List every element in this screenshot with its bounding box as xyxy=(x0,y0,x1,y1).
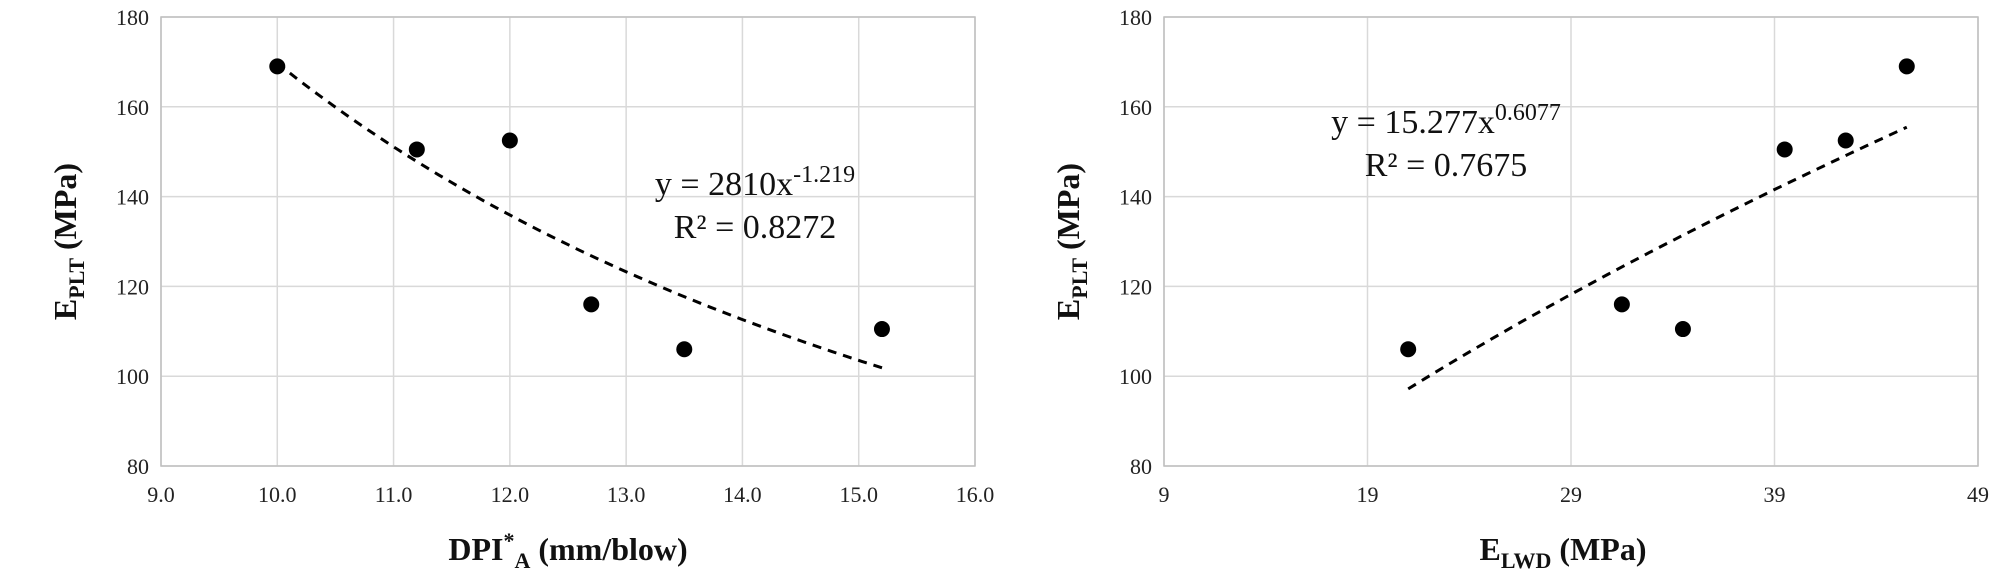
y-axis-title-main: E xyxy=(1050,299,1086,320)
y-tick-label: 100 xyxy=(116,364,149,389)
equation-base: y = 15.277x xyxy=(1331,104,1495,141)
y-tick-label: 140 xyxy=(116,185,149,210)
chart-dpi-vs-eplt: 9.0 10.0 11.0 12.0 13.0 14.0 15.0 16.0 80 100 120 1… xyxy=(47,5,994,571)
x-axis-title-rest: (mm/blow) xyxy=(530,531,687,567)
x-axis-title: ELWD (MPa) xyxy=(1480,531,1647,571)
x-axis-title-main: DPI xyxy=(448,531,503,567)
x-tick-label: 39 xyxy=(1764,482,1786,507)
plot-area-frame xyxy=(160,16,976,467)
y-axis-title-rest: (MPa) xyxy=(1050,163,1086,258)
data-point xyxy=(408,141,425,158)
x-tick-label: 13.0 xyxy=(607,482,646,507)
x-tick-label: 10.0 xyxy=(258,482,297,507)
data-point xyxy=(1898,58,1915,75)
y-tick-label: 160 xyxy=(116,95,149,120)
data-point xyxy=(873,321,890,338)
r-squared-label: R² = 0.8272 xyxy=(674,209,837,246)
plot-area-frame xyxy=(1163,16,1979,467)
y-tick-label: 120 xyxy=(116,274,149,299)
y-axis-title-main: E xyxy=(47,299,83,320)
trendline-equation: y = 2810x-1.219 xyxy=(655,162,855,203)
x-axis-title-sup: * xyxy=(503,528,514,553)
y-axis-title: EPLT (MPa) xyxy=(47,163,89,320)
y-tick-label: 80 xyxy=(1130,454,1152,479)
y-tick-label: 140 xyxy=(1119,185,1152,210)
y-tick-label: 180 xyxy=(116,5,149,30)
power-trendline xyxy=(276,62,883,370)
x-tick-label: 49 xyxy=(1967,482,1989,507)
trendline-equation: y = 15.277x0.6077 xyxy=(1331,100,1561,141)
equation-exponent: -1.219 xyxy=(793,162,855,188)
x-axis-title-rest: (MPa) xyxy=(1551,531,1646,567)
y-tick-label: 100 xyxy=(1119,364,1152,389)
x-tick-label: 15.0 xyxy=(839,482,878,507)
data-point xyxy=(501,132,518,149)
data-point xyxy=(1776,141,1793,158)
x-tick-label: 16.0 xyxy=(956,482,995,507)
y-axis-title-sub: PLT xyxy=(64,258,89,299)
y-tick-label: 120 xyxy=(1119,274,1152,299)
y-tick-label: 180 xyxy=(1119,5,1152,30)
x-axis-title-main: E xyxy=(1480,531,1501,567)
r-squared-label: R² = 0.7675 xyxy=(1365,147,1528,184)
x-tick-label: 9.0 xyxy=(147,482,175,507)
x-tick-label: 19 xyxy=(1357,482,1379,507)
x-axis-title-sub: LWD xyxy=(1501,548,1552,571)
y-axis-title-sub: PLT xyxy=(1067,258,1092,299)
data-point xyxy=(269,58,286,75)
data-point xyxy=(1674,321,1691,338)
data-point xyxy=(1613,296,1630,313)
x-tick-label: 9 xyxy=(1159,482,1170,507)
y-axis-title: EPLT (MPa) xyxy=(1050,163,1092,320)
x-axis-title-sub: A xyxy=(514,548,530,571)
equation-exponent: 0.6077 xyxy=(1495,100,1561,126)
x-tick-label: 12.0 xyxy=(491,482,530,507)
power-trendline xyxy=(1407,125,1908,391)
data-point xyxy=(676,341,693,358)
x-tick-label: 11.0 xyxy=(375,482,413,507)
x-tick-label: 29 xyxy=(1560,482,1582,507)
x-tick-label: 14.0 xyxy=(723,482,762,507)
y-axis-title-rest: (MPa) xyxy=(47,163,83,258)
x-axis-title: DPI*A (mm/blow) xyxy=(448,528,687,571)
y-tick-label: 80 xyxy=(127,454,149,479)
y-tick-label: 160 xyxy=(1119,95,1152,120)
data-point xyxy=(1400,341,1417,358)
data-point xyxy=(583,296,600,313)
equation-base: y = 2810x xyxy=(655,166,793,203)
data-point xyxy=(1837,132,1854,149)
chart-elwd-vs-eplt: 9 19 29 39 49 80 100 120 140 160 180 y = 15.277x0.6… xyxy=(1050,5,1989,571)
